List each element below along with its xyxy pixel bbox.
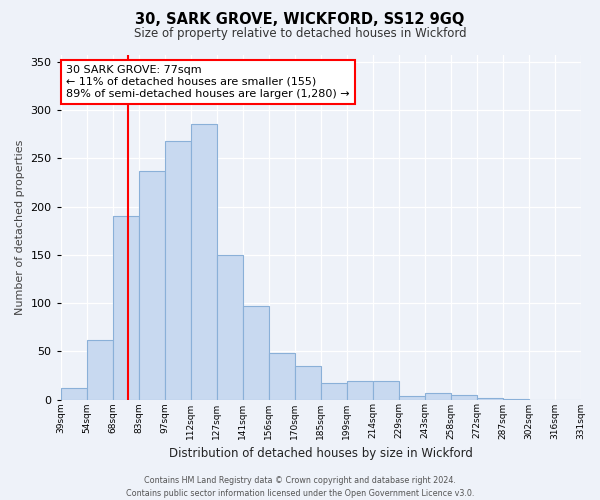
Bar — [425, 393, 451, 400]
Bar — [217, 255, 242, 400]
Bar — [164, 141, 191, 400]
Bar — [295, 366, 320, 400]
X-axis label: Distribution of detached houses by size in Wickford: Distribution of detached houses by size … — [169, 447, 473, 460]
Bar — [139, 171, 164, 400]
Bar — [86, 340, 113, 400]
Text: 30, SARK GROVE, WICKFORD, SS12 9GQ: 30, SARK GROVE, WICKFORD, SS12 9GQ — [136, 12, 464, 28]
Bar — [269, 353, 295, 400]
Bar — [347, 381, 373, 400]
Bar — [398, 396, 425, 400]
Bar — [242, 306, 269, 400]
Bar — [476, 398, 503, 400]
Bar — [320, 383, 347, 400]
Text: Size of property relative to detached houses in Wickford: Size of property relative to detached ho… — [134, 28, 466, 40]
Bar — [503, 398, 529, 400]
Text: 30 SARK GROVE: 77sqm
← 11% of detached houses are smaller (155)
89% of semi-deta: 30 SARK GROVE: 77sqm ← 11% of detached h… — [66, 66, 350, 98]
Bar — [61, 388, 86, 400]
Bar — [373, 381, 398, 400]
Y-axis label: Number of detached properties: Number of detached properties — [15, 140, 25, 315]
Bar — [191, 124, 217, 400]
Bar — [451, 394, 476, 400]
Text: Contains HM Land Registry data © Crown copyright and database right 2024.
Contai: Contains HM Land Registry data © Crown c… — [126, 476, 474, 498]
Bar — [113, 216, 139, 400]
